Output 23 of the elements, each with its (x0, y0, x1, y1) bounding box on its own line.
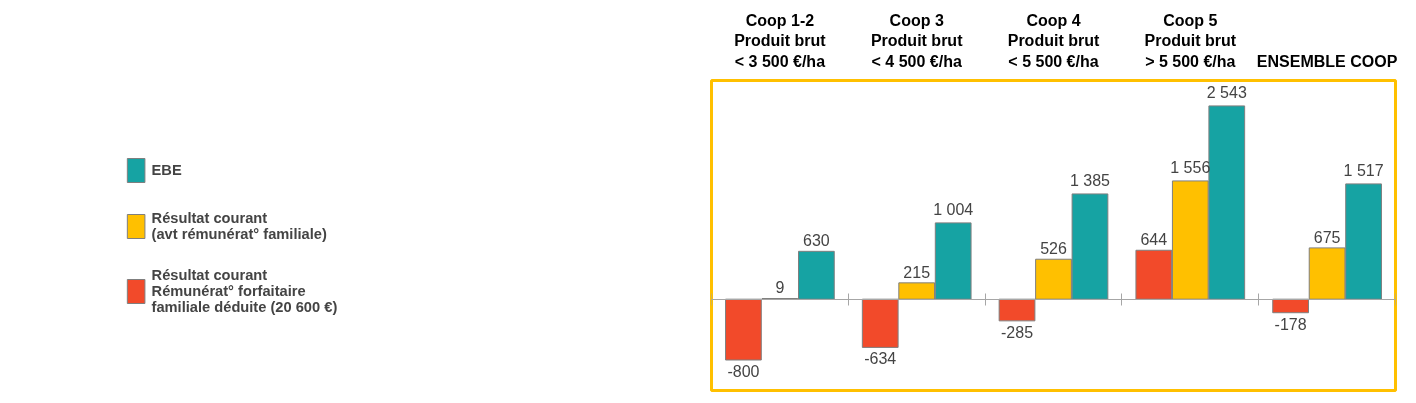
x-tick-label: Coop 5 Produit brut > 5 500 €/ha (1144, 11, 1237, 70)
data-label: 675 (1313, 228, 1341, 246)
bar (1272, 298, 1309, 314)
x-tick-label: ENSEMBLE COOP (1256, 52, 1398, 70)
data-label: 9 (775, 279, 785, 297)
legend-label: EBE (151, 162, 182, 178)
legend-label: Résultat courant (avt rémunérat° familiale) (151, 210, 327, 242)
x-tick-label: Coop 3 Produit brut < 4 500 €/ha (870, 11, 964, 70)
data-label: -800 (727, 363, 760, 381)
x-tick-label: Coop 1-2 Produit brut < 3 500 €/ha (734, 11, 827, 70)
data-label: -285 (1001, 323, 1034, 341)
data-label: 215 (903, 263, 931, 281)
data-label: 1 517 (1343, 161, 1384, 179)
legend-label: Résultat courant Rémunérat° forfaitaire familiale déduite (20 600 €) (151, 267, 338, 315)
data-label: 526 (1040, 240, 1067, 258)
data-label: 1 385 (1069, 171, 1111, 189)
data-label: -178 (1274, 315, 1307, 333)
data-label: 1 004 (933, 200, 974, 218)
x-tick-label: Coop 4 Produit brut < 5 500 €/ha (1007, 11, 1100, 70)
data-label: 630 (803, 232, 830, 250)
data-label: 644 (1140, 231, 1168, 249)
data-label: -634 (864, 350, 897, 368)
data-label: 2 543 (1206, 83, 1247, 101)
